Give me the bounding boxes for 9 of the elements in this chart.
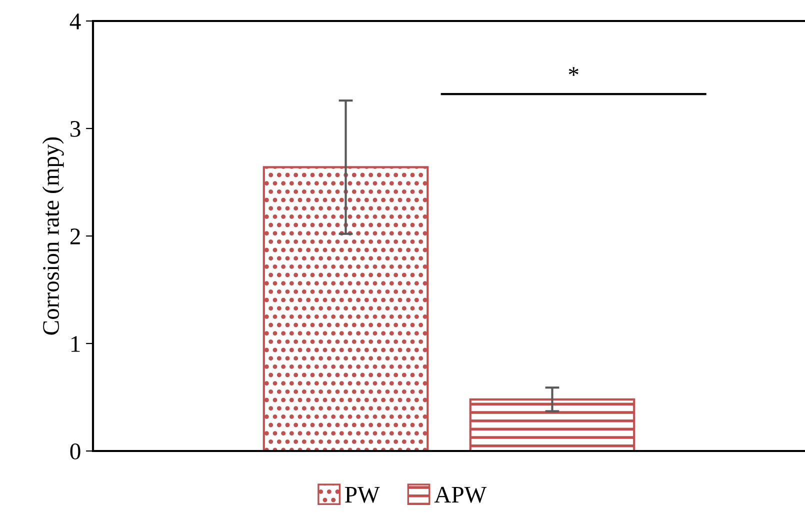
y-axis-title: Corrosion rate (mpy) bbox=[42, 137, 64, 335]
annotation: * bbox=[568, 67, 578, 76]
y-tick-label: 4 bbox=[70, 14, 81, 30]
y-tick-label: 1 bbox=[71, 336, 80, 352]
y-tick-label: 3 bbox=[70, 121, 80, 137]
y-tick-label: 0 bbox=[70, 443, 80, 460]
legend-label: APW bbox=[434, 486, 487, 503]
y-tick-label: 2 bbox=[70, 228, 80, 244]
legend-label: PW bbox=[345, 486, 380, 503]
